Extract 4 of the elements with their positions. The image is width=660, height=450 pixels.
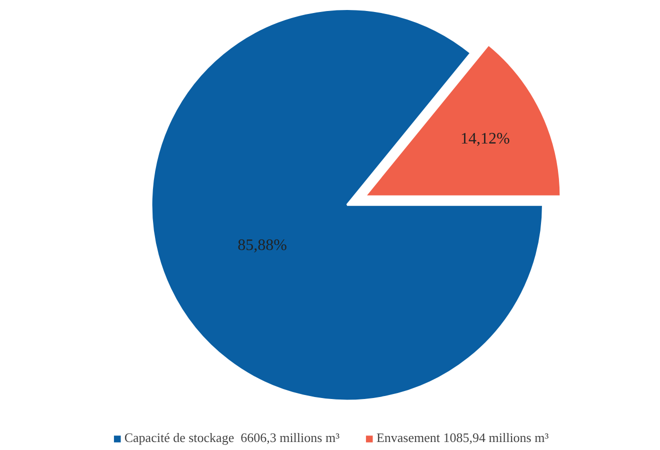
data-label: 85,88%	[238, 236, 287, 254]
legend-label: Envasement 1085,94 millions m³	[376, 430, 549, 446]
legend-label: Capacité de stockage 6606,3 millions m³	[124, 430, 340, 446]
data-label: 14,12%	[460, 130, 510, 148]
